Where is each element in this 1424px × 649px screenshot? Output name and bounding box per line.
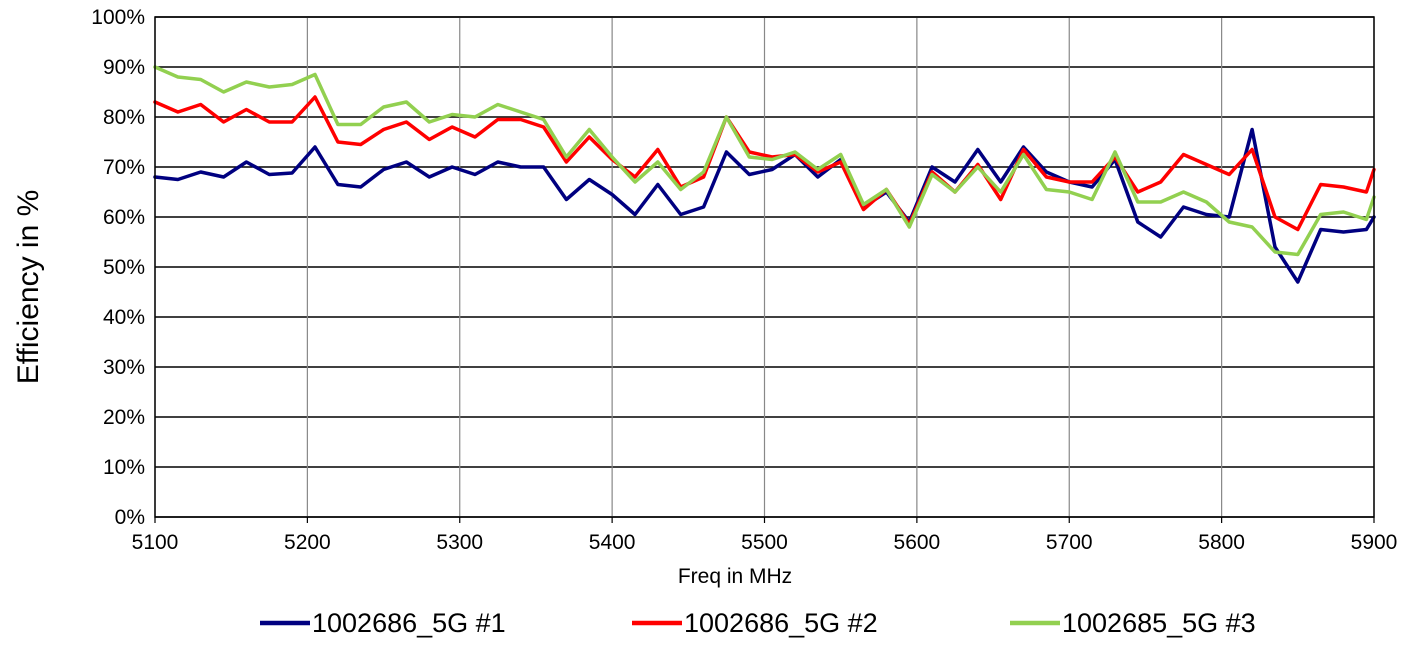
y-tick-labels: 0% 10% 20% 30% 40% 50% 60% 70% 80% 90% 100% [91, 6, 145, 529]
legend-label: 1002685_5G #3 [1062, 608, 1256, 638]
x-tick-label: 5300 [436, 531, 483, 554]
legend-label: 1002686_5G #1 [312, 608, 506, 638]
plot-border [154, 16, 1375, 518]
y-tick-label: 80% [103, 106, 145, 129]
y-tick-label: 100% [91, 6, 145, 29]
series-line-2 [153, 95, 1376, 232]
legend-item-2: 1002686_5G #2 [632, 608, 878, 638]
y-tick-label: 90% [103, 56, 145, 79]
y-tick-label: 60% [103, 206, 145, 229]
legend: 1002686_5G #1 1002686_5G #2 1002685_5G #3 [260, 608, 1256, 638]
x-tick-label: 5800 [1198, 531, 1245, 554]
x-tick-label: 5500 [741, 531, 788, 554]
y-axis-label: Efficiency in % [12, 190, 45, 385]
x-tick-label: 5400 [589, 531, 636, 554]
y-tick-label: 30% [103, 356, 145, 379]
y-tick-label: 10% [103, 456, 145, 479]
legend-item-1: 1002686_5G #1 [260, 608, 506, 638]
y-tick-label: 0% [115, 506, 145, 529]
legend-item-3: 1002685_5G #3 [1010, 608, 1256, 638]
y-tick-label: 70% [103, 156, 145, 179]
x-tick-label: 5900 [1351, 531, 1398, 554]
x-tick-label: 5200 [284, 531, 331, 554]
x-tick-labels: 5100 5200 5300 5400 5500 5600 5700 5800 5900 [132, 531, 1398, 554]
x-tick-label: 5100 [132, 531, 179, 554]
series-layer [153, 65, 1376, 284]
y-tick-label: 20% [103, 406, 145, 429]
series-line-3 [153, 65, 1376, 257]
legend-label: 1002686_5G #2 [684, 608, 878, 638]
x-tick-label: 5600 [894, 531, 941, 554]
series-line-1 [153, 127, 1376, 284]
y-tick-label: 40% [103, 306, 145, 329]
y-tick-label: 50% [103, 256, 145, 279]
x-tick-label: 5700 [1046, 531, 1093, 554]
x-axis-label: Freq in MHz [678, 565, 792, 588]
